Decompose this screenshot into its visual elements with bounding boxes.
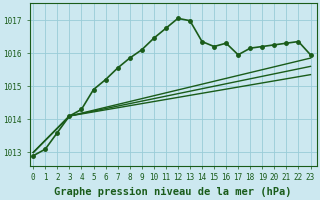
X-axis label: Graphe pression niveau de la mer (hPa): Graphe pression niveau de la mer (hPa)	[54, 186, 292, 197]
